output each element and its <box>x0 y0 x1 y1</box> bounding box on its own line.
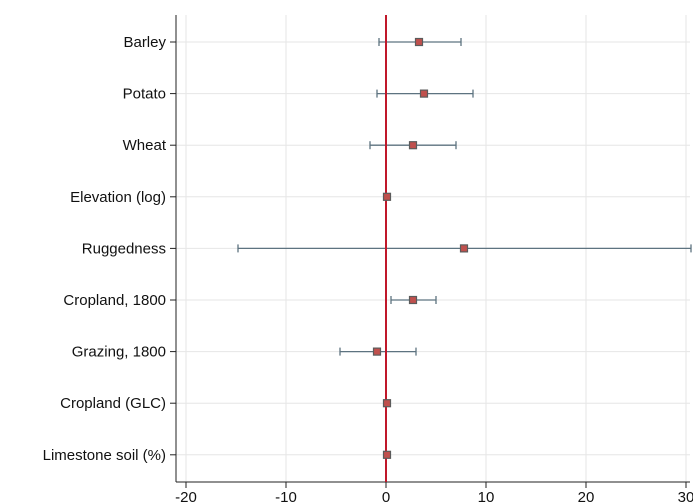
category-label: Wheat <box>123 137 167 154</box>
x-tick-label: 20 <box>578 489 595 504</box>
category-label: Potato <box>123 86 166 103</box>
point-estimates <box>372 37 469 459</box>
estimate-marker <box>419 89 429 98</box>
estimate-marker <box>382 192 392 201</box>
estimate-marker <box>382 450 392 459</box>
category-label: Cropland, 1800 <box>63 292 166 309</box>
x-tick-label: -10 <box>275 489 297 504</box>
category-label: Cropland (GLC) <box>60 395 166 412</box>
category-label: Limestone soil (%) <box>43 447 166 464</box>
axes <box>170 15 690 488</box>
tick-labels: -20 -10 0 10 20 30 Barley Potato Wheat Elevation … <box>43 34 693 504</box>
x-tick-label: 30 <box>678 489 693 504</box>
x-tick-label: -20 <box>175 489 197 504</box>
x-tick-label: 0 <box>382 489 390 504</box>
estimate-marker <box>372 347 382 356</box>
category-label: Elevation (log) <box>70 189 166 206</box>
estimate-marker <box>408 141 418 150</box>
category-label: Ruggedness <box>82 240 166 257</box>
estimate-marker <box>459 244 469 253</box>
estimate-marker <box>408 295 418 305</box>
estimate-marker <box>382 399 392 408</box>
estimate-marker <box>414 37 424 47</box>
x-tick-label: 10 <box>478 489 495 504</box>
category-label: Grazing, 1800 <box>72 344 166 361</box>
category-label: Barley <box>123 34 166 51</box>
